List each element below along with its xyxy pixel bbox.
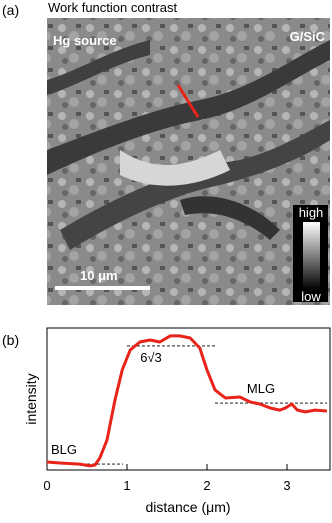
x-tick-label: 2 [203, 478, 210, 493]
x-axis-label: distance (μm) [145, 499, 230, 515]
sample-label: G/SiC [290, 29, 326, 44]
x-tick-label: 3 [283, 478, 290, 493]
annotation: BLG [51, 442, 77, 457]
plot-frame [46, 327, 331, 471]
colorbar-high: high [299, 205, 324, 220]
micrograph [47, 18, 330, 305]
y-axis-label: intensity [23, 373, 39, 424]
scale-bar-label: 10 μm [80, 268, 118, 283]
x-tick-label: 1 [123, 478, 130, 493]
profile-line [46, 334, 328, 468]
panel-label: (a) [2, 2, 19, 18]
annotation: 6√3 [140, 350, 162, 365]
panel-title: Work function contrast [48, 0, 177, 15]
x-tick-label: 0 [43, 478, 50, 493]
annotation: MLG [247, 381, 275, 396]
source-label: Hg source [53, 33, 117, 48]
panel-label: (b) [2, 332, 19, 348]
colorbar-low: low [301, 289, 321, 304]
